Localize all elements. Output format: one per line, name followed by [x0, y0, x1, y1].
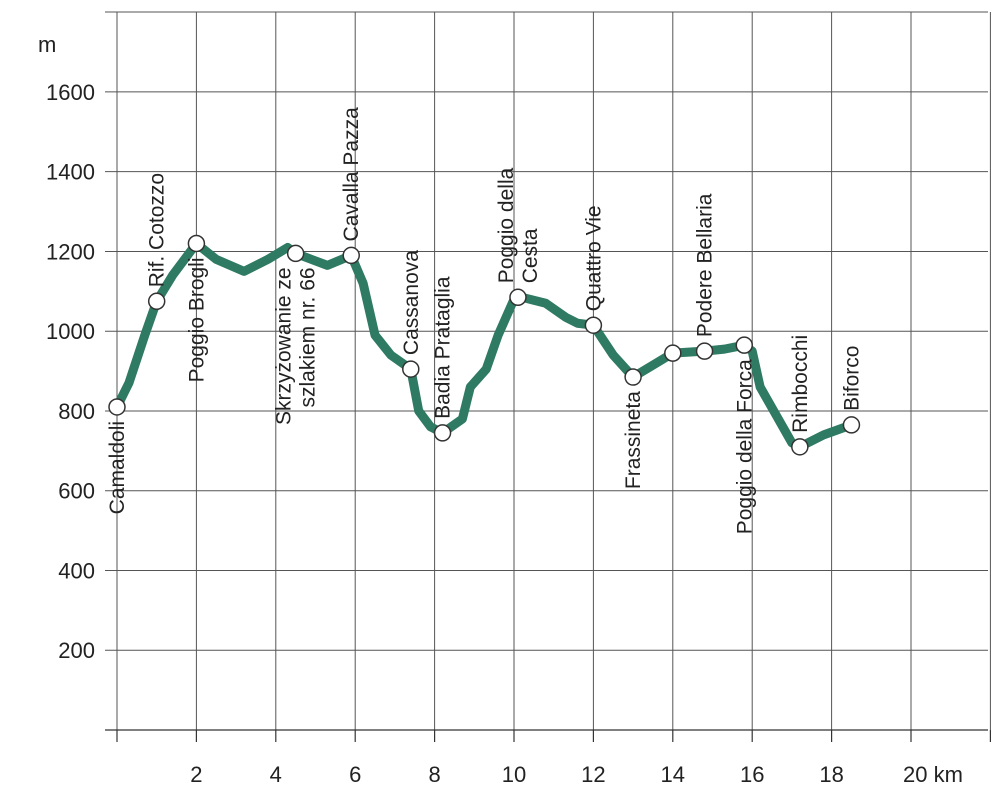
place-label: Camaldoli [106, 421, 129, 514]
x-tick-label: 18 [819, 762, 843, 785]
place-marker [342, 246, 360, 265]
x-tick-label: 2 [190, 762, 202, 785]
tick-labels: 200 400 600 800 1000 1200 1400 1600 2 4 6 8 10 12 14 16… [46, 80, 963, 785]
place-label: Rimbocchi [789, 335, 812, 433]
place-label: Rif. Cotozzo [146, 173, 169, 287]
place-marker [791, 438, 809, 456]
place-label: Cavalla Pazza [340, 107, 363, 242]
place-marker [664, 344, 682, 362]
place-marker [624, 368, 642, 386]
x-tick-label: 20 km [903, 762, 963, 785]
y-tick-label: 200 [58, 638, 95, 663]
place-label: Poggio Brogli [185, 257, 208, 382]
x-tick-label: 16 [740, 762, 764, 785]
place-label: Skrzyżowanie ze [273, 267, 296, 425]
axes [105, 729, 992, 742]
y-tick-label: 600 [58, 479, 95, 504]
place-marker [286, 244, 305, 263]
place-marker [147, 292, 166, 311]
place-marker [695, 342, 714, 360]
place-label: Poggio della Forca [733, 359, 756, 534]
y-tick-label: 1400 [46, 160, 95, 185]
x-tick-label: 10 [502, 762, 526, 785]
y-tick-label: 400 [58, 558, 95, 583]
x-tick-label: 6 [349, 762, 361, 785]
gridlines [105, 11, 991, 730]
x-tick-label: 4 [270, 762, 282, 785]
place-marker [509, 288, 527, 307]
place-marker [402, 360, 420, 378]
place-marker [108, 398, 126, 416]
place-marker [842, 416, 861, 434]
place-markers [108, 234, 861, 456]
place-marker [584, 316, 603, 334]
y-tick-label: 1200 [46, 239, 95, 264]
place-label: Quattro Vie [582, 205, 605, 311]
x-tick-label: 14 [661, 762, 685, 785]
place-label: Badia Prataglia [432, 276, 455, 419]
place-marker [735, 336, 754, 354]
place-marker [433, 424, 452, 442]
place-label: Frassineta [622, 391, 645, 489]
y-tick-label: 800 [58, 399, 95, 424]
place-label: Cesta [519, 228, 542, 283]
place-label: Cassanova [400, 250, 423, 355]
place-label: szlakiem nr. 66 [297, 267, 320, 407]
x-tick-label: 8 [428, 762, 440, 785]
place-label: Biforco [840, 346, 863, 411]
y-axis-unit-label: m [38, 32, 56, 57]
place-labels: Camaldoli Rif. Cotozzo Poggio Brogli Skrzyż… [106, 107, 863, 534]
place-label: Poggio della [495, 167, 518, 283]
place-label: Podere Bellaria [694, 193, 717, 337]
x-tick-label: 12 [581, 762, 605, 785]
y-tick-label: 1000 [46, 319, 95, 344]
y-tick-label: 1600 [46, 80, 95, 105]
place-marker [187, 234, 206, 253]
